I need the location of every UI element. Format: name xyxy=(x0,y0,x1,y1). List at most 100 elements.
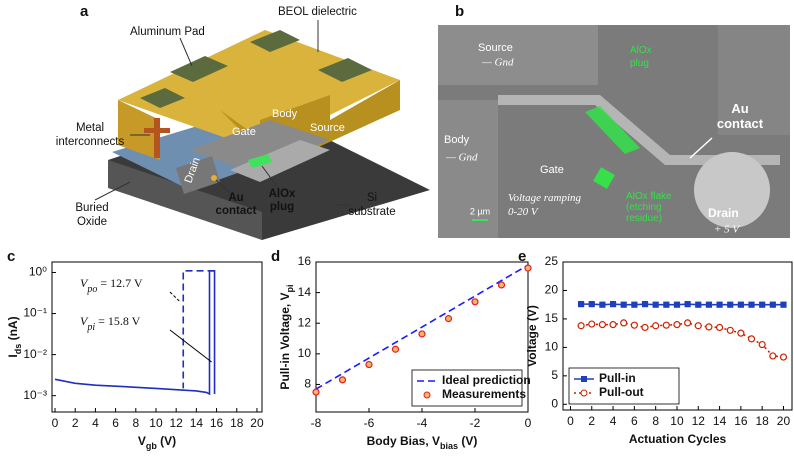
label: Source xyxy=(310,122,345,134)
marker xyxy=(747,335,756,343)
label: Gate xyxy=(540,164,564,176)
label: — Gnd xyxy=(481,57,514,69)
marker xyxy=(631,301,638,308)
marker xyxy=(609,301,617,308)
axis-label-unit: (V) xyxy=(157,434,176,448)
axis-label-text: Voltage (V) xyxy=(525,305,539,367)
y-tick-label: 12 xyxy=(298,315,312,329)
marker xyxy=(695,301,702,308)
x-tick-label: 0 xyxy=(567,414,574,428)
annotation-text: = 12.7 V xyxy=(97,276,143,290)
marker xyxy=(759,301,766,308)
marker xyxy=(497,281,506,289)
annotation-sub: pi xyxy=(86,322,95,333)
label: Si substrate xyxy=(348,192,395,218)
marker xyxy=(673,321,681,329)
legend-marker xyxy=(580,389,588,397)
marker xyxy=(444,315,453,323)
beol-top xyxy=(118,30,400,150)
x-tick-label: -4 xyxy=(417,416,428,430)
axis-label-unit: (nA) xyxy=(6,316,20,343)
axis-label: Ids (nA) xyxy=(6,316,23,357)
marker xyxy=(620,301,627,308)
marker xyxy=(705,301,713,308)
leader xyxy=(689,137,713,159)
x-tick-label: 2 xyxy=(588,414,595,428)
marker xyxy=(715,323,724,332)
legend-box xyxy=(568,367,680,405)
x-tick-label: 14 xyxy=(190,416,204,430)
x-tick-label: 6 xyxy=(631,414,638,428)
gate xyxy=(190,120,330,172)
axis-label-unit: (V) xyxy=(458,434,477,448)
alox-flake xyxy=(593,167,615,189)
marker xyxy=(312,388,320,396)
annotation-arrow xyxy=(169,291,181,303)
pad xyxy=(318,58,372,82)
panel-label: d xyxy=(271,248,280,265)
marker xyxy=(391,345,400,353)
marker xyxy=(662,321,670,329)
label: Body xyxy=(444,134,470,146)
pad xyxy=(170,56,228,82)
marker xyxy=(694,322,702,330)
marker xyxy=(652,301,659,308)
label: + 5 V xyxy=(714,224,740,236)
marker xyxy=(641,323,649,332)
label: Body xyxy=(272,108,298,120)
x-tick-label: -8 xyxy=(311,416,322,430)
marker xyxy=(737,329,745,337)
x-tick-label: 18 xyxy=(755,414,769,428)
label: Buried Oxide xyxy=(75,202,108,228)
marker xyxy=(769,301,776,308)
alox-plug xyxy=(248,154,272,168)
y-tick-label: 15 xyxy=(545,311,559,325)
label: Au contact xyxy=(717,101,764,131)
label: — Gnd xyxy=(445,152,478,164)
plot-frame xyxy=(562,261,793,411)
marker xyxy=(641,301,649,308)
marker xyxy=(673,301,681,308)
axis-label-sub: ds xyxy=(13,344,23,355)
legend-marker xyxy=(423,391,431,399)
x-tick-label: 12 xyxy=(170,416,184,430)
leader xyxy=(179,37,193,67)
axis-label-text: Body Bias, V xyxy=(367,434,440,448)
axis-label-sub: bias xyxy=(440,441,458,451)
x-tick-label: 8 xyxy=(132,416,139,430)
label: AlOx flake (etching residue) xyxy=(626,191,672,224)
drain-pad xyxy=(694,152,770,228)
marker xyxy=(705,323,713,331)
y-tick-label: 14 xyxy=(298,285,312,299)
x-tick-label: -6 xyxy=(364,416,375,430)
marker xyxy=(779,353,788,361)
marker xyxy=(598,321,607,329)
x-tick-label: 14 xyxy=(713,414,727,428)
pad xyxy=(140,88,185,108)
marker xyxy=(663,301,670,308)
annotation: Vpi = 15.8 V xyxy=(80,314,141,333)
series-line xyxy=(315,264,529,390)
legend-label: Pull-in xyxy=(599,371,636,385)
marker xyxy=(588,301,595,308)
axis-label-text: V xyxy=(138,434,146,448)
annotation-text: = 15.8 V xyxy=(95,314,141,328)
panel-label: b xyxy=(455,3,464,20)
interconnect xyxy=(144,128,170,133)
x-tick-label: 12 xyxy=(692,414,706,428)
marker xyxy=(418,330,426,338)
x-tick-label: 8 xyxy=(652,414,659,428)
marker xyxy=(338,376,347,384)
x-tick-label: 16 xyxy=(210,416,224,430)
beam xyxy=(498,95,780,165)
pad xyxy=(250,30,300,52)
axis-label-text: I xyxy=(6,354,20,357)
marker xyxy=(684,319,692,327)
plot-frame xyxy=(51,261,263,413)
legend-marker xyxy=(581,376,587,382)
contact-region xyxy=(718,25,790,135)
beam xyxy=(230,140,330,182)
annotation: Vpo = 12.7 V xyxy=(80,276,143,295)
marker xyxy=(588,320,596,328)
panel-label: a xyxy=(80,3,89,20)
